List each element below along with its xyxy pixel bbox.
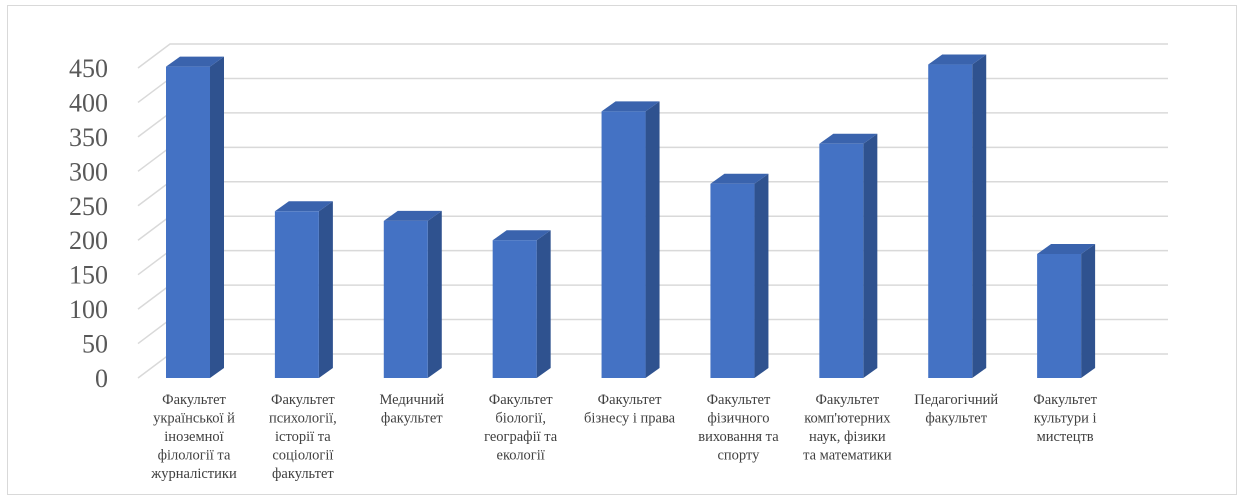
category-label: Факультет біології, географії та екології bbox=[484, 392, 558, 464]
bar-top-face bbox=[383, 210, 442, 221]
bar-top-face bbox=[928, 54, 987, 65]
bar bbox=[710, 173, 769, 378]
bar-side-face bbox=[645, 101, 660, 379]
y-tick-label: 0 bbox=[95, 364, 108, 393]
bar bbox=[166, 56, 224, 378]
y-tick-label: 100 bbox=[69, 295, 108, 324]
gridline bbox=[137, 43, 1168, 69]
bar-side-face bbox=[754, 173, 769, 378]
y-tick-label: 250 bbox=[69, 192, 108, 221]
bar-side-face bbox=[972, 54, 987, 379]
bar bbox=[1037, 244, 1096, 378]
bar-side-face bbox=[863, 133, 878, 378]
category-label: Факультет бізнесу і права bbox=[584, 392, 676, 427]
bar-side-face bbox=[1081, 244, 1096, 378]
category-label: Факультет фізичного виховання та спорту bbox=[698, 392, 779, 464]
bar-side-face bbox=[318, 201, 333, 378]
bar-side-face bbox=[210, 56, 224, 378]
y-tick-label: 200 bbox=[69, 226, 108, 255]
bar bbox=[819, 133, 878, 378]
y-tick-label: 50 bbox=[82, 330, 108, 359]
category-label: Педагогічний факультет bbox=[914, 392, 998, 427]
gridline bbox=[137, 77, 1168, 104]
chart-container: 0 50 100 150 200 250 300 350 400 450 Факультет укр… bbox=[7, 5, 1237, 495]
bar-front-face bbox=[166, 66, 210, 378]
category-label: Факультет культури і мистецтв bbox=[1033, 392, 1097, 445]
bar-side-face bbox=[427, 210, 442, 378]
y-tick-label: 300 bbox=[69, 157, 108, 186]
y-axis-tick-labels: 0 50 100 150 200 250 300 350 400 450 bbox=[69, 54, 108, 393]
bar-front-face bbox=[492, 240, 537, 378]
bar-chart: 0 50 100 150 200 250 300 350 400 450 Факультет укр… bbox=[69, 43, 1168, 482]
bar-front-face bbox=[274, 211, 319, 378]
y-tick-label: 400 bbox=[69, 88, 108, 117]
bar-top-face bbox=[1037, 244, 1096, 254]
bar-top-face bbox=[601, 101, 660, 112]
category-label: Факультет психології, історії та соціології… bbox=[269, 392, 337, 482]
bar bbox=[492, 230, 551, 378]
bar-top-face bbox=[819, 133, 878, 144]
category-label: Медичний факультет bbox=[379, 392, 444, 427]
bar-side-face bbox=[536, 230, 551, 378]
bar bbox=[601, 101, 660, 379]
bar-top-face bbox=[710, 173, 769, 184]
bars bbox=[166, 54, 1096, 379]
bar-front-face bbox=[383, 220, 428, 378]
bar-front-face bbox=[1037, 254, 1082, 378]
bar-front-face bbox=[601, 111, 646, 379]
category-label: Факультет комп'ютерних наук, фізики та мате… bbox=[803, 392, 892, 464]
y-tick-label: 450 bbox=[69, 54, 108, 83]
bar bbox=[274, 201, 333, 378]
y-tick-label: 350 bbox=[69, 123, 108, 152]
category-label: Факультет української й іноземної філології… bbox=[150, 392, 237, 482]
bar-top-face bbox=[166, 56, 224, 67]
bar bbox=[383, 210, 442, 378]
x-axis-category-labels: Факультет української й іноземної філології… bbox=[150, 392, 1097, 482]
bar-front-face bbox=[819, 143, 864, 378]
bar-front-face bbox=[928, 64, 973, 379]
bar bbox=[928, 54, 987, 379]
bar-front-face bbox=[710, 183, 755, 378]
y-tick-label: 150 bbox=[69, 261, 108, 290]
bar-top-face bbox=[274, 201, 333, 212]
bar-top-face bbox=[492, 230, 551, 241]
